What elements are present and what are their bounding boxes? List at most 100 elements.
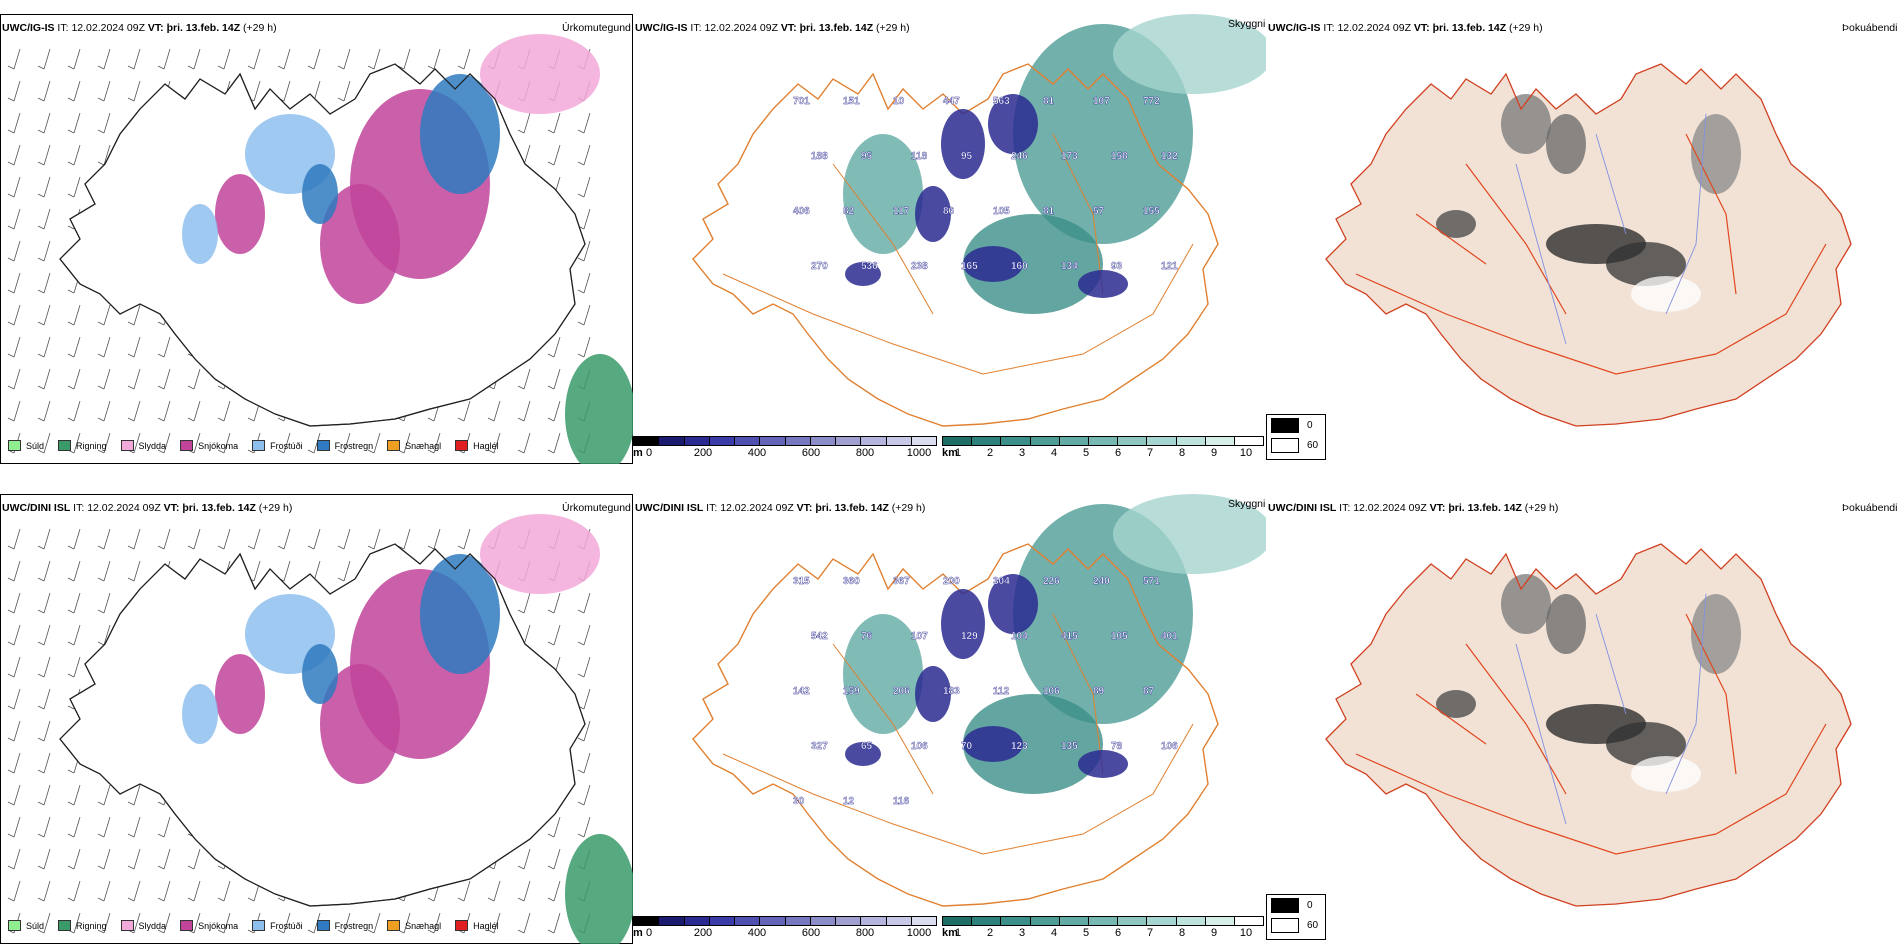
wind-barb (97, 848, 111, 870)
fog-legend-row: 60 (1271, 435, 1325, 455)
precip-legend-item: Snæhagl (387, 440, 441, 451)
wind-barb (67, 624, 81, 646)
wind-barb (7, 752, 21, 774)
it-label: IT: (706, 502, 718, 514)
fog-legend-label: 60 (1307, 919, 1319, 931)
wind-barb (157, 528, 171, 550)
legend-swatch (387, 440, 401, 451)
wind-barb (37, 240, 51, 262)
scale-cell (684, 437, 710, 445)
cloud-base-area (1078, 270, 1128, 298)
wind-barb (97, 880, 111, 902)
cloud-base-label: 142 (793, 686, 810, 697)
cloud-base-area (941, 589, 985, 659)
wind-barb (7, 816, 21, 838)
vt-value: þri. 13.feb. 14Z (166, 22, 241, 34)
cloud-base-label: 87 (1143, 686, 1155, 697)
legend-label: Snæhagl (405, 920, 442, 931)
legend-swatch (180, 920, 194, 931)
wind-barb (517, 592, 531, 614)
fog-indicator-area (1501, 94, 1551, 154)
wind-barb (487, 432, 501, 454)
lead-time: (+29 h) (1509, 22, 1543, 34)
scale-tick-label: 2 (986, 927, 994, 939)
wind-barb (427, 48, 441, 70)
cloud-base-label: 104 (1011, 631, 1028, 642)
wind-barb (427, 432, 441, 454)
wind-barb (127, 368, 141, 390)
cloud-base-area (1078, 750, 1128, 778)
vt-label: VT: (147, 22, 164, 34)
scale-cell (1001, 917, 1031, 925)
wind-barb (547, 144, 561, 166)
precip-area (302, 644, 338, 704)
coastline (59, 63, 586, 427)
cloud-base-label: 536 (861, 261, 878, 272)
scale-colorbar (942, 916, 1264, 926)
lead-time: (+29 h) (243, 22, 277, 34)
wind-barb (97, 592, 111, 614)
legend-label: Snjókoma (198, 440, 239, 451)
wind-barb (67, 560, 81, 582)
wind-barb (97, 304, 111, 326)
panel-type-fog-bottom: Þokuábendi (1842, 502, 1898, 514)
fog-indicator-area (1631, 756, 1701, 792)
scale-cell (1001, 437, 1031, 445)
fog-legend-bottom: 0 60 (1266, 894, 1326, 940)
wind-barb (7, 208, 21, 230)
precip-area (565, 834, 633, 944)
wind-barb (7, 240, 21, 262)
wind-barb (67, 528, 81, 550)
cloud-base-label: 315 (793, 576, 810, 587)
wind-barb (187, 880, 201, 902)
wind-barb (187, 48, 201, 70)
fog-map-bottom (1325, 543, 1852, 907)
precip-legend-item: Frostúði (252, 920, 303, 931)
coastline (692, 543, 1219, 907)
scale-cell (1176, 437, 1206, 445)
wind-barb (547, 848, 561, 870)
wind-barb (547, 592, 561, 614)
wind-barb (67, 880, 81, 902)
cloud-base-label: 81 (1043, 206, 1055, 217)
wind-barb (127, 528, 141, 550)
wind-barb (487, 880, 501, 902)
wind-barb (217, 880, 231, 902)
legend-swatch (455, 440, 469, 451)
wind-barb (67, 368, 81, 390)
wind-barb (97, 528, 111, 550)
cloud-base-label: 95 (961, 151, 973, 162)
scale-tick-label: 7 (1146, 447, 1154, 459)
cloud-base-label: 158 (1111, 151, 1128, 162)
cloud-base-label: 106 (1161, 741, 1178, 752)
panel-header-cloud-bottom: UWC/DINI ISL IT: 12.02.2024 09Z VT: þri.… (635, 502, 925, 514)
scale-cell (943, 917, 973, 925)
precip-map-bottom (0, 494, 633, 944)
legend-swatch (8, 440, 21, 451)
fog-indicator-area (1436, 690, 1476, 718)
cloud-base-label: 165 (961, 261, 978, 272)
wind-barb (67, 848, 81, 870)
scale-tick-label: 1000 (906, 927, 932, 939)
wind-barb (37, 176, 51, 198)
lead-time: (+29 h) (876, 22, 910, 34)
wind-barb (97, 144, 111, 166)
cloud-base-label: 116 (893, 796, 910, 807)
scale-cell (1147, 917, 1177, 925)
wind-barb (7, 272, 21, 294)
wind-barb (187, 400, 201, 422)
cloud-base-label: 246 (1011, 151, 1028, 162)
wind-barb (127, 784, 141, 806)
scale-unit: m (633, 927, 643, 939)
wind-barb (157, 816, 171, 838)
legend-label: Snjókoma (198, 920, 239, 931)
wind-barb (7, 304, 21, 326)
fog-legend-swatch (1271, 897, 1299, 913)
scale-cell (659, 917, 685, 925)
precip-panel-bottom (0, 494, 633, 944)
scale-tick-label: 600 (801, 447, 821, 459)
scale-tick-label: 5 (1082, 927, 1090, 939)
wind-barb (127, 560, 141, 582)
cloud-base-label: 123 (1011, 741, 1028, 752)
legend-swatch (455, 920, 469, 931)
